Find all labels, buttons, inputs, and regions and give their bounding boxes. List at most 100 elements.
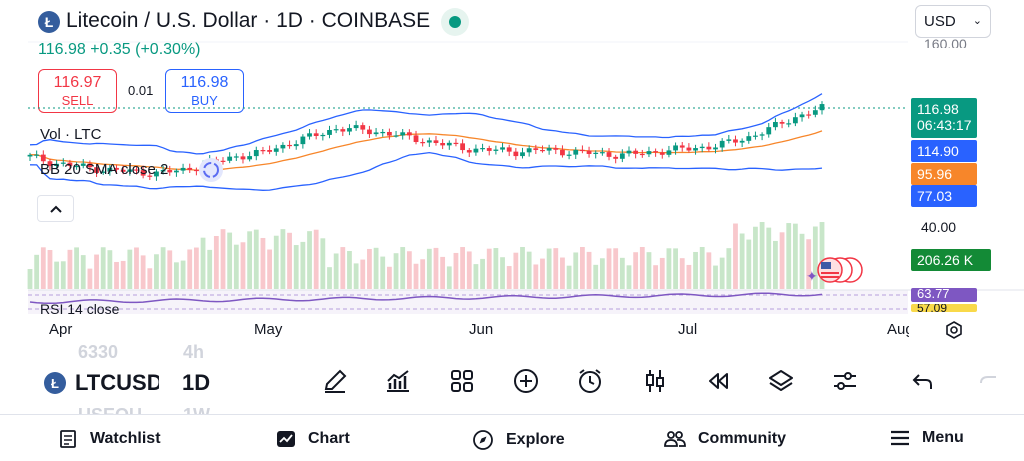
candle-body bbox=[154, 171, 159, 177]
nav-menu-label: Menu bbox=[922, 429, 964, 446]
currency-select[interactable]: USD ⌄ bbox=[915, 5, 991, 38]
volume-bar bbox=[267, 249, 272, 289]
candle-body bbox=[573, 149, 579, 155]
candle-body bbox=[606, 152, 612, 157]
volume-legend[interactable]: Vol · LTC bbox=[40, 126, 102, 143]
nav-watchlist[interactable]: Watchlist bbox=[58, 429, 161, 449]
undo-icon[interactable] bbox=[909, 367, 937, 395]
indicators-icon[interactable] bbox=[384, 367, 412, 395]
volume-bar bbox=[493, 248, 499, 289]
candle-body bbox=[180, 167, 186, 171]
volume-bar bbox=[646, 252, 652, 289]
volume-bar bbox=[174, 262, 179, 289]
volume-bar bbox=[87, 268, 93, 289]
candle-body bbox=[420, 142, 426, 144]
volume-bar bbox=[526, 251, 532, 289]
rsi-legend[interactable]: RSI 14 close bbox=[40, 301, 120, 314]
collapse-legend-button[interactable] bbox=[37, 195, 74, 222]
candle-body bbox=[287, 144, 292, 147]
sparkle-icon: ✦ bbox=[806, 269, 818, 285]
draw-icon[interactable] bbox=[321, 367, 349, 395]
volume-bar bbox=[706, 252, 712, 289]
sell-button[interactable]: 116.97 SELL bbox=[38, 69, 117, 113]
candle-body bbox=[400, 132, 406, 136]
volume-bar bbox=[27, 269, 33, 289]
candle-body bbox=[367, 129, 372, 135]
volume-bar bbox=[453, 252, 459, 289]
candle-body bbox=[80, 163, 86, 166]
candle-body bbox=[40, 154, 46, 162]
volume-bar bbox=[533, 264, 539, 289]
volume-tag: 206.26 K bbox=[911, 249, 991, 271]
volume-bar bbox=[367, 248, 372, 289]
volume-bar bbox=[486, 248, 492, 289]
volume-bar bbox=[67, 249, 73, 289]
candle-body bbox=[134, 169, 139, 171]
currency-value: USD bbox=[924, 13, 956, 30]
volume-bar bbox=[353, 263, 359, 289]
volume-bar bbox=[673, 248, 678, 289]
nav-chart[interactable]: Chart bbox=[276, 429, 350, 449]
price-chart[interactable]: ✦ bbox=[0, 0, 1024, 350]
chart-settings-icon[interactable] bbox=[944, 320, 964, 340]
chart-header: Ł Litecoin / U.S. Dollar · 1D · COINBASE… bbox=[0, 0, 1024, 44]
spread-value: 0.01 bbox=[128, 83, 154, 98]
symbol-picker[interactable]: LTCUSD bbox=[75, 370, 159, 395]
candle-body bbox=[267, 150, 272, 152]
nav-community-label: Community bbox=[698, 430, 786, 447]
interval-picker[interactable]: 1D bbox=[182, 370, 211, 395]
candle-body bbox=[193, 169, 199, 172]
nav-community[interactable]: Community bbox=[664, 429, 786, 449]
candle-body bbox=[733, 139, 738, 143]
replay-icon[interactable] bbox=[704, 367, 732, 395]
candle-body bbox=[533, 148, 539, 150]
symbol-title[interactable]: Litecoin / U.S. Dollar · 1D · COINBASE bbox=[66, 9, 431, 32]
candle-body bbox=[120, 169, 126, 172]
add-icon[interactable] bbox=[512, 367, 540, 395]
price-axis-label: 160.00 bbox=[924, 36, 967, 48]
volume-bar bbox=[699, 247, 705, 289]
candle-body bbox=[673, 145, 678, 151]
candle-body bbox=[819, 104, 825, 111]
us-economic-event-icon[interactable] bbox=[817, 257, 863, 283]
buy-button[interactable]: 116.98 BUY bbox=[165, 69, 244, 113]
bottom-navigation: Watchlist Chart Explore Community Menu bbox=[0, 414, 1024, 461]
candle-body bbox=[380, 131, 386, 134]
candle-body bbox=[220, 160, 226, 162]
candle-body bbox=[540, 149, 545, 152]
volume-bar bbox=[247, 231, 253, 289]
candle-body bbox=[786, 123, 792, 125]
layout-icon[interactable] bbox=[448, 367, 476, 395]
volume-bar bbox=[360, 259, 366, 289]
volume-bar bbox=[94, 254, 99, 289]
candle-body bbox=[466, 150, 472, 153]
volume-bar bbox=[233, 244, 239, 289]
bollinger-legend[interactable]: BB 20 SMA close 2 bbox=[40, 161, 169, 178]
volume-bar bbox=[54, 261, 60, 289]
volume-bar bbox=[273, 235, 279, 289]
settings-sliders-icon[interactable] bbox=[831, 367, 859, 395]
candle-body bbox=[679, 145, 685, 148]
compass-icon bbox=[473, 430, 493, 450]
volume-bar bbox=[34, 254, 40, 289]
alert-icon[interactable] bbox=[576, 367, 604, 395]
volume-bar bbox=[779, 232, 785, 289]
nav-menu[interactable]: Menu bbox=[890, 429, 964, 447]
chart-type-icon[interactable] bbox=[641, 367, 669, 395]
candle-body bbox=[347, 128, 352, 132]
sync-icon[interactable] bbox=[199, 158, 223, 182]
redo-icon[interactable] bbox=[978, 367, 996, 395]
candle-body bbox=[666, 150, 672, 155]
nav-explore[interactable]: Explore bbox=[472, 429, 565, 451]
volume-bar bbox=[746, 239, 752, 289]
buy-label: BUY bbox=[191, 93, 218, 108]
candle-body bbox=[546, 148, 552, 151]
volume-bar bbox=[593, 264, 599, 289]
layers-icon[interactable] bbox=[767, 367, 795, 395]
market-open-status-icon[interactable] bbox=[441, 8, 469, 36]
volume-bar bbox=[253, 229, 259, 289]
candle-body bbox=[639, 153, 645, 156]
rsi-background bbox=[28, 290, 908, 314]
volume-bar bbox=[513, 252, 519, 289]
volume-bar bbox=[566, 265, 572, 289]
